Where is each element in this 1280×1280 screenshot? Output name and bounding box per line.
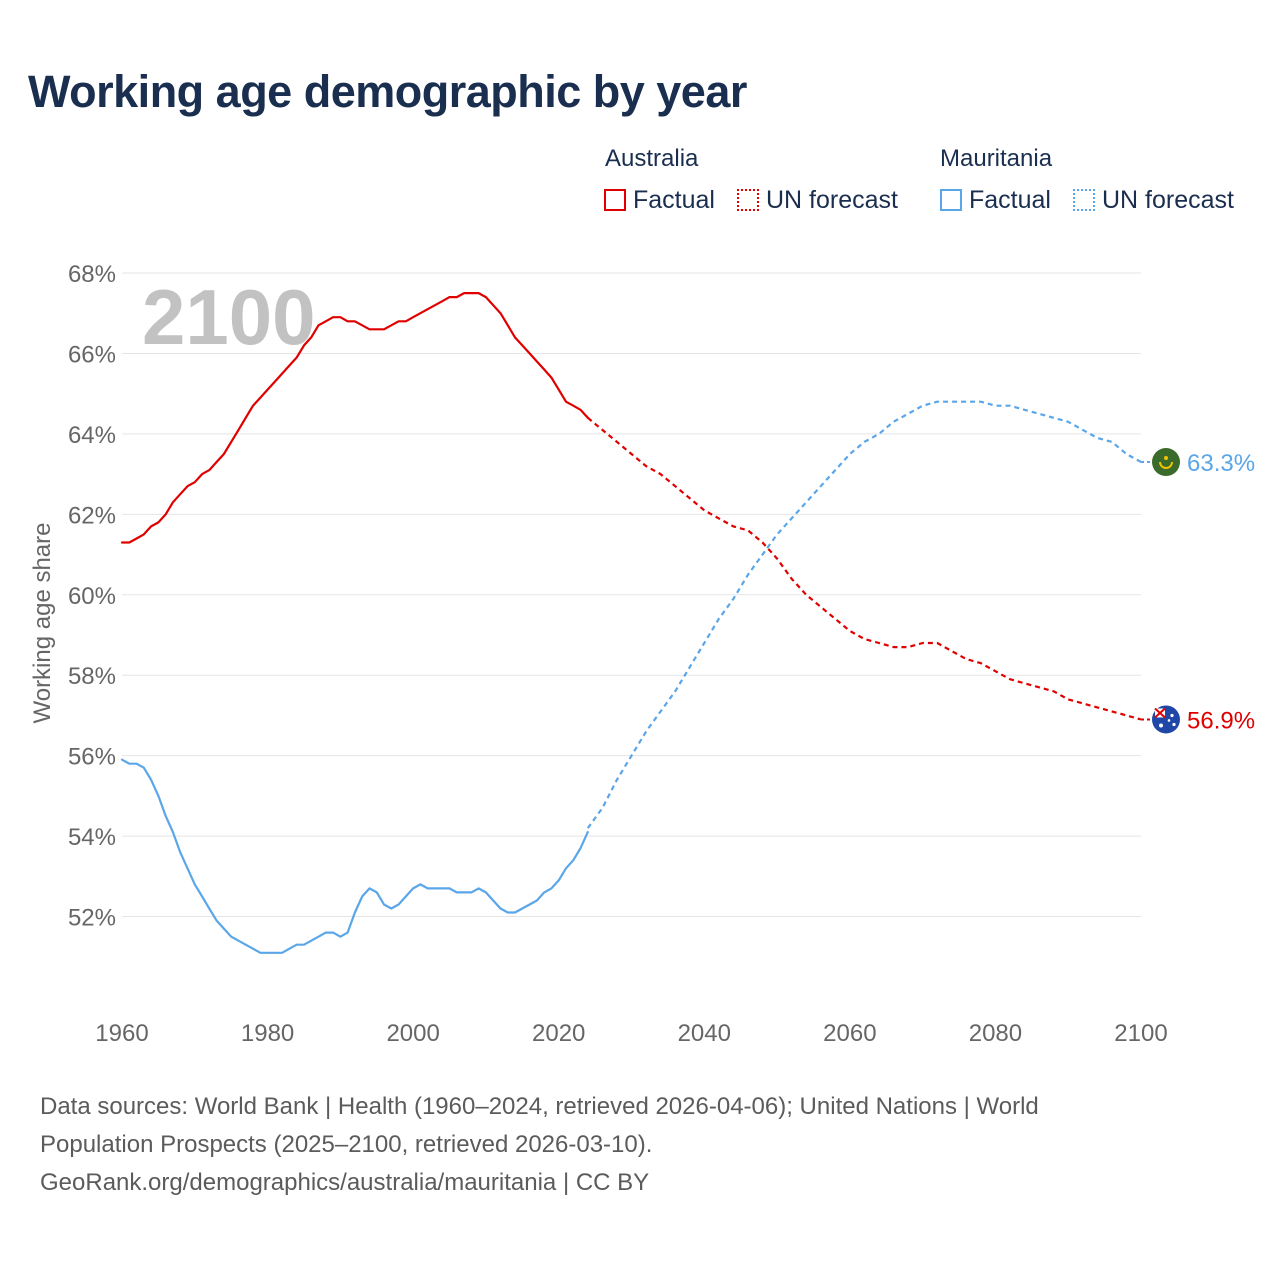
year-overlay: 2100 [142, 273, 316, 361]
flag-crescent [1159, 461, 1173, 470]
line-chart: 2100 Working age share 52% 54% 56% 58% 60% 62… [29, 261, 1255, 1047]
legend-mauritania-factual[interactable]: Factual [940, 186, 1051, 214]
legend-australia-forecast[interactable]: UN forecast [737, 186, 898, 214]
y-tick-label: 62% [68, 502, 116, 529]
series-line-australia-factual [120, 292, 589, 544]
source-line-3[interactable]: GeoRank.org/demographics/australia/mauri… [40, 1169, 650, 1196]
y-tick-label: 68% [68, 261, 116, 288]
legend-swatch-mauritania-forecast [1073, 189, 1095, 211]
x-tick-label: 2080 [969, 1020, 1022, 1047]
y-tick-label: 58% [68, 663, 116, 690]
grid-layer [122, 272, 1141, 918]
y-tick-label: 52% [68, 905, 116, 932]
source-note: Data sources: World Bank | Health (1960–… [40, 1088, 1220, 1202]
y-tick-label: 60% [68, 583, 116, 610]
chart-title: Working age demographic by year [28, 66, 747, 117]
endpoint-layer: 56.9% 63.3% [1141, 448, 1255, 734]
legend-swatch-mauritania-factual [940, 189, 962, 211]
legend-swatch-australia-factual [604, 189, 626, 211]
flag-field [1152, 448, 1180, 477]
series-line-australia-forecast [587, 416, 1142, 721]
legend-label: UN forecast [1102, 185, 1234, 214]
y-tick-label: 54% [68, 824, 116, 851]
source-line-2: Population Prospects (2025–2100, retriev… [40, 1131, 653, 1158]
legend-label: Factual [969, 185, 1051, 214]
source-line-1: Data sources: World Bank | Health (1960–… [40, 1093, 1039, 1120]
y-axis-title: Working age share [29, 523, 56, 724]
y-tick-label: 66% [68, 341, 116, 368]
x-tick-label: 2100 [1114, 1020, 1167, 1047]
legend-mauritania-forecast[interactable]: UN forecast [1073, 186, 1234, 214]
y-tick-label: 64% [68, 422, 116, 449]
flag-australia-icon [1152, 705, 1180, 734]
legend-australia-title: Australia [605, 145, 699, 172]
legend-label: Factual [633, 185, 715, 214]
flag-cross [1154, 707, 1166, 719]
x-tick-label: 2000 [386, 1020, 439, 1047]
x-tick-label: 2020 [532, 1020, 585, 1047]
y-tick-label: 56% [68, 744, 116, 771]
legend-australia-factual[interactable]: Factual [604, 186, 715, 214]
series-layer [120, 292, 1142, 954]
flag-star [1159, 723, 1163, 728]
flag-mauritania-icon [1152, 448, 1180, 477]
legend-swatch-australia-forecast [737, 189, 759, 211]
x-tick-label: 2040 [678, 1020, 731, 1047]
x-tick-label: 1980 [241, 1020, 294, 1047]
flag-star [1170, 713, 1174, 718]
flag-star [1167, 719, 1171, 722]
series-line-mauritania-forecast [586, 400, 1142, 829]
series-line-mauritania-factual [120, 758, 589, 954]
axis-layer: 52% 54% 56% 58% 60% 62% 64% 66% 68% 1960 1980 2000 2… [68, 261, 1168, 1047]
legend-mauritania-title: Mauritania [940, 145, 1053, 172]
legend-label: UN forecast [766, 185, 898, 214]
flag-star [1164, 456, 1168, 461]
end-label-mauritania: 63.3% [1187, 450, 1255, 477]
x-tick-label: 2060 [823, 1020, 876, 1047]
flag-star [1172, 722, 1176, 727]
end-label-australia: 56.9% [1187, 707, 1255, 734]
x-tick-label: 1960 [95, 1020, 148, 1047]
